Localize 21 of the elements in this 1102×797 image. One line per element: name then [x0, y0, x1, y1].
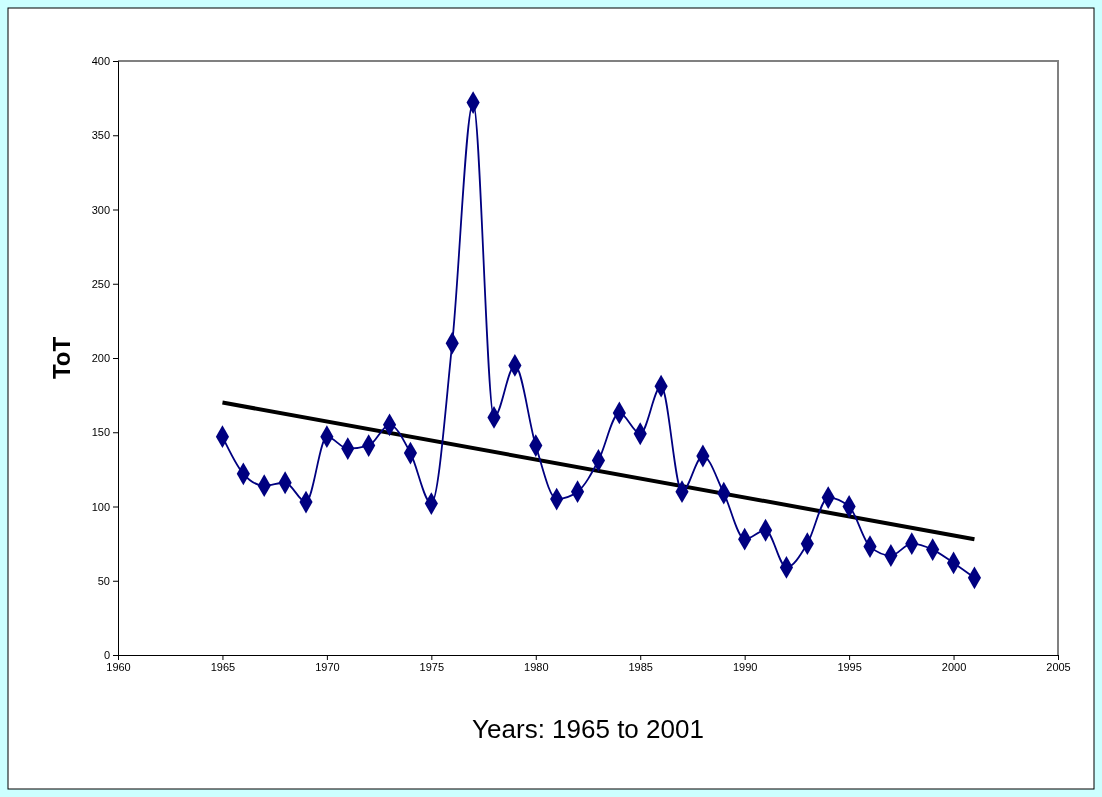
y-tick-label: 400 [91, 55, 110, 68]
x-tick-label: 2005 [1046, 660, 1071, 673]
y-tick-label: 250 [91, 277, 110, 290]
y-axis-title: ToT [48, 336, 75, 380]
x-tick-label: 1975 [419, 660, 445, 673]
x-tick-label: 1985 [628, 660, 653, 673]
x-tick-label: 1960 [106, 660, 131, 673]
x-tick-label: 1965 [210, 660, 236, 673]
x-tick-label: 1980 [524, 660, 549, 673]
y-tick-label: 200 [91, 352, 110, 365]
y-tick-label: 350 [91, 129, 110, 142]
y-tick-label: 50 [97, 574, 110, 587]
y-tick-label: 0 [103, 649, 110, 662]
x-tick-label: 2000 [941, 660, 967, 673]
y-tick-label: 100 [91, 500, 110, 513]
x-tick-label: 1995 [837, 660, 862, 673]
y-tick-label: 150 [91, 426, 110, 439]
y-tick-label: 300 [91, 203, 110, 216]
x-axis-title: Years: 1965 to 2001 [472, 714, 704, 744]
x-tick-label: 1970 [315, 660, 340, 673]
x-tick-label: 1990 [732, 660, 758, 673]
